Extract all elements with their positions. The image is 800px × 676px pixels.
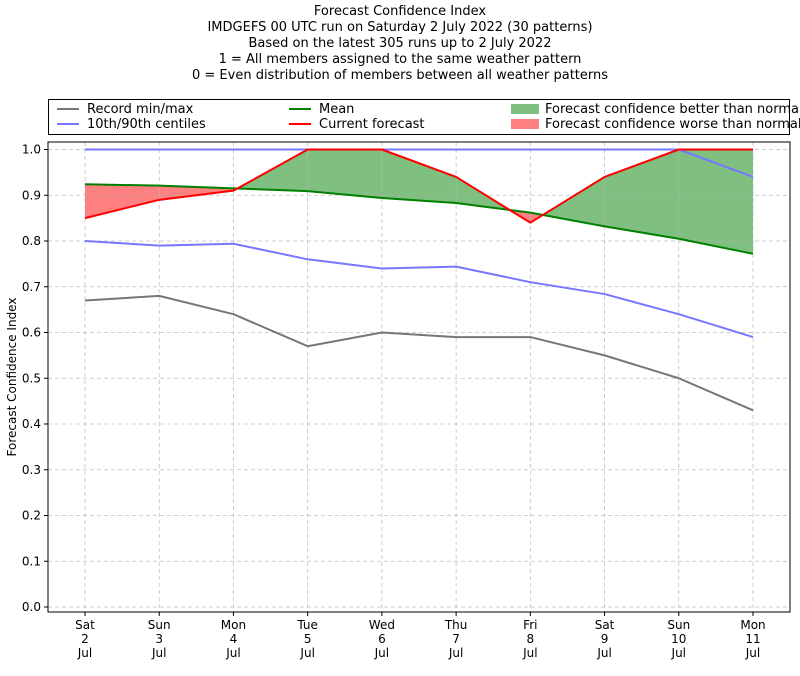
series-layer (84, 148, 754, 412)
chart-subtitle-basis: Based on the latest 305 runs up to 2 Jul… (248, 36, 552, 51)
x-tick-label: Jul (225, 646, 240, 660)
legend-current: Current forecast (289, 117, 425, 133)
x-tick-label: 2 (81, 632, 89, 646)
current-forecast-line (84, 148, 753, 224)
x-tick-label: 5 (304, 632, 312, 646)
x-tick-label: Jul (745, 646, 760, 660)
legend-record: Record min/max (57, 102, 193, 118)
x-tick-label: Tue (296, 618, 318, 632)
x-tick-label: Jul (448, 646, 463, 660)
y-tick-label: 0.5 (22, 371, 41, 385)
x-tick-label: Jul (522, 646, 537, 660)
x-tick-label: Sun (148, 618, 171, 632)
legend-record-label: Record min/max (87, 102, 194, 117)
y-tick-label: 0.1 (22, 554, 41, 568)
y-tick-label: 0.8 (22, 234, 41, 248)
x-tick-label: Sun (667, 618, 690, 632)
y-tick-label: 0.2 (22, 509, 41, 523)
legend-centiles-label: 10th/90th centiles (87, 117, 206, 132)
centile-90th-line (85, 148, 754, 178)
x-tick-label: Jul (299, 646, 314, 660)
legend-current-label: Current forecast (319, 117, 425, 132)
legend-worse: Forecast confidence worse than normal (511, 117, 800, 133)
y-tick-label: 0.3 (22, 463, 41, 477)
y-axis-label: Forecast Confidence Index (5, 298, 19, 457)
x-tick-label: Jul (374, 646, 389, 660)
y-tick-label: 0.0 (22, 600, 41, 614)
better-than-normal-area (542, 176, 605, 227)
legend-current-swatch (289, 122, 311, 125)
legend-worse-label: Forecast confidence worse than normal (545, 117, 800, 132)
better-than-normal-area (678, 149, 753, 254)
legend-worse-swatch (511, 118, 539, 129)
worse-than-normal-area (85, 184, 160, 219)
x-tick-label: Thu (444, 618, 468, 632)
worse-than-normal-area (159, 185, 234, 200)
x-tick-label: 11 (745, 632, 760, 646)
better-than-normal-area (604, 149, 679, 239)
legend-better-swatch (511, 103, 539, 114)
grid-layer (48, 142, 790, 612)
record-min-line (84, 294, 754, 412)
y-tick-label: 0.7 (22, 280, 41, 294)
legend-mean: Mean (289, 102, 354, 118)
legend-better-label: Forecast confidence better than normal (545, 102, 800, 117)
chart-title-block: Forecast Confidence Index IMDGEFS 00 UTC… (0, 4, 800, 84)
mean-line (84, 183, 754, 255)
x-tick-label: Jul (596, 646, 611, 660)
x-tick-label: Wed (369, 618, 395, 632)
x-tick-label: 10 (671, 632, 686, 646)
x-tick-label: 9 (601, 632, 609, 646)
chart-subtitle-run: IMDGEFS 00 UTC run on Saturday 2 July 20… (207, 20, 593, 35)
x-tick-label: 8 (527, 632, 535, 646)
x-tick-label: Jul (151, 646, 166, 660)
x-tick-label: 7 (452, 632, 460, 646)
x-tick-label: Jul (671, 646, 686, 660)
chart-subtitle-one: 1 = All members assigned to the same wea… (218, 52, 582, 67)
y-tick-label: 0.4 (22, 417, 41, 431)
x-tick-label: 3 (155, 632, 163, 646)
plot-frame (47, 141, 791, 613)
y-tick-label: 1.0 (22, 143, 41, 157)
x-tick-label: 6 (378, 632, 386, 646)
legend-mean-label: Mean (319, 102, 355, 117)
confidence-fill-layer (85, 149, 753, 254)
axis-layer: 0.00.10.20.30.40.50.60.70.80.91.0Sat2Jul… (22, 143, 766, 661)
legend-centiles: 10th/90th centiles (57, 117, 206, 133)
x-tick-label: 4 (230, 632, 238, 646)
legend-record-swatch (57, 107, 79, 110)
x-tick-label: Mon (221, 618, 246, 632)
x-tick-label: Fri (523, 618, 537, 632)
legend-better: Forecast confidence better than normal (511, 102, 800, 118)
legend-centiles-swatch (57, 122, 79, 125)
better-than-normal-area (307, 149, 382, 198)
y-tick-label: 0.9 (22, 188, 41, 202)
x-tick-label: Mon (740, 618, 765, 632)
legend-mean-swatch (289, 107, 311, 110)
centile-10th-line (84, 240, 754, 339)
x-tick-label: Sat (75, 618, 95, 632)
chart-legend: Record min/max 10th/90th centiles Mean C… (48, 99, 800, 135)
x-tick-label: Jul (77, 646, 92, 660)
chart-subtitle-zero: 0 = Even distribution of members between… (191, 68, 609, 83)
y-tick-label: 0.6 (22, 326, 41, 340)
chart-title: Forecast Confidence Index (313, 4, 487, 19)
better-than-normal-area (381, 149, 457, 204)
x-tick-label: Sat (595, 618, 615, 632)
